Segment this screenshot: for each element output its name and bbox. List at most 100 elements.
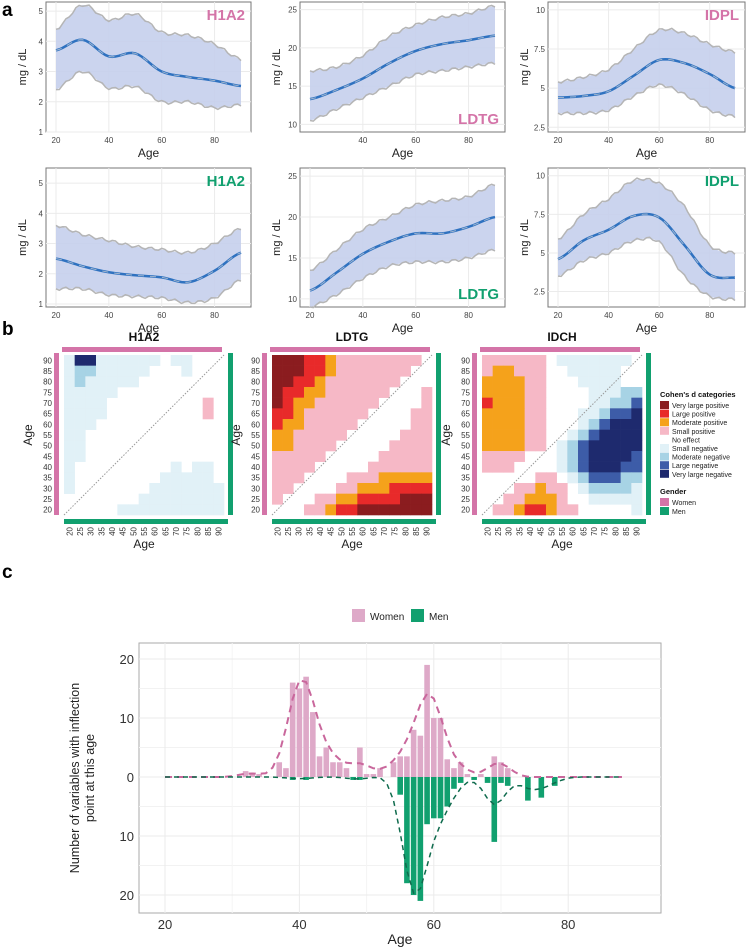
heatmap-cell <box>535 355 547 366</box>
heatmap-cell <box>170 504 182 516</box>
heatmap-cell <box>578 461 589 473</box>
heatmap-cell <box>314 440 326 452</box>
legend-label: Large positive <box>672 412 716 419</box>
heatmap-cell <box>567 365 579 377</box>
legend-swatch <box>660 435 669 444</box>
heatmap-cell <box>546 472 557 484</box>
y-tick-label: 25 <box>251 495 260 504</box>
heatmap-cell <box>357 355 369 366</box>
lower-bound-line <box>55 70 242 111</box>
x-tick-label: 80 <box>611 526 620 535</box>
heatmap-cell <box>631 451 643 462</box>
bar-men <box>303 777 309 780</box>
mean-dashed-line <box>557 58 736 99</box>
bar-women <box>457 762 464 777</box>
heatmap-cell <box>535 365 547 377</box>
y-tick-label: 25 <box>288 6 297 15</box>
heatmap-cell <box>378 483 390 494</box>
heatmap-cell <box>620 440 632 452</box>
heatmap-cell <box>325 429 337 441</box>
men-density-line <box>165 776 622 895</box>
heatmap-cell <box>567 451 579 462</box>
heatmap-cell <box>117 355 129 366</box>
heatmap-cell <box>400 472 411 484</box>
heatmap-cell <box>117 365 129 377</box>
women-bar-left <box>472 353 477 515</box>
x-tick-label: 40 <box>316 526 325 535</box>
confidence-ribbon <box>56 225 241 303</box>
heatmap-cell <box>631 387 643 398</box>
lower-bound-line <box>557 236 736 302</box>
heatmap-cell <box>588 408 600 420</box>
heatmap-cell <box>599 472 611 484</box>
heatmap-cell <box>314 493 326 505</box>
y-tick-label: 10 <box>120 829 134 844</box>
heatmap-cell <box>128 376 139 388</box>
heatmap-cell <box>631 429 643 441</box>
y-tick-label: 25 <box>461 495 470 504</box>
heatmap-cell <box>192 504 203 516</box>
y-tick-label: 10 <box>120 711 134 726</box>
heatmap-cell <box>514 376 525 388</box>
heatmap-cell <box>389 355 401 366</box>
x-tick-label: 30 <box>505 526 514 535</box>
panel-title: H1A2 <box>207 173 245 190</box>
heatmap-cell <box>304 429 315 441</box>
heatmap-cell <box>400 483 411 494</box>
heatmap-cell <box>304 408 315 420</box>
bar-men <box>504 777 511 786</box>
heatmap-cell <box>64 440 75 452</box>
heatmap-cell <box>160 504 171 516</box>
heatmap-cell <box>588 376 600 388</box>
heatmap-cell <box>556 355 568 366</box>
heatmap-cell <box>74 355 86 366</box>
x-tick-label: 40 <box>108 526 117 535</box>
x-tick-label: 75 <box>183 526 192 535</box>
bar-men <box>404 777 410 884</box>
heatmap-cell <box>567 461 579 473</box>
panel-label-b: b <box>2 319 14 340</box>
legend-swatch <box>660 498 669 506</box>
heatmap-cell <box>410 493 422 505</box>
y-tick-label: 20 <box>288 44 297 53</box>
heatmap-cell <box>503 504 515 516</box>
heatmap-cell <box>74 440 86 452</box>
heatmap-cell <box>599 408 611 420</box>
bar-men <box>437 777 444 819</box>
y-tick-label: 1 <box>39 300 44 309</box>
men-bar-bottom <box>272 519 436 524</box>
heatmap-cell <box>610 440 621 452</box>
heatmap-cell <box>85 365 97 377</box>
heatmap-cell <box>325 397 337 409</box>
heatmap-cell <box>106 355 118 366</box>
bar-women <box>330 762 336 777</box>
bar-women <box>256 774 262 777</box>
heatmap-cell <box>357 483 369 494</box>
heatmap-h1a2: H1A2202025253030353540404545505055556060… <box>21 330 233 551</box>
heatmap-cell <box>620 483 632 494</box>
heatmap-cell <box>293 408 305 420</box>
heatmap-cell <box>304 355 315 366</box>
y-tick-label: 20 <box>120 652 134 667</box>
heatmap-cell <box>64 483 75 494</box>
y-tick-label: 1 <box>39 128 44 137</box>
heatmap-cell <box>293 429 305 441</box>
heatmap-cell <box>149 493 161 505</box>
heatmap-cell <box>482 408 493 420</box>
y-tick-label: 3 <box>39 68 44 77</box>
x-tick-label: 55 <box>558 526 567 535</box>
heatmap-cell <box>410 355 422 366</box>
bar-women <box>404 756 410 777</box>
heatmap-cell <box>389 472 401 484</box>
heatmap-cell <box>202 493 214 505</box>
heatmap-cell <box>64 397 75 409</box>
y-tick-label: 5 <box>39 179 44 188</box>
heatmap-cell <box>346 504 358 516</box>
heatmap-cell <box>610 376 621 388</box>
heatmap-cell <box>492 440 504 452</box>
heatmap-cell <box>492 397 504 409</box>
heatmap-cell <box>588 419 600 430</box>
heatmap-cell <box>578 419 589 430</box>
heatmap-cell <box>170 493 182 505</box>
legend-label: Small negative <box>672 446 718 453</box>
